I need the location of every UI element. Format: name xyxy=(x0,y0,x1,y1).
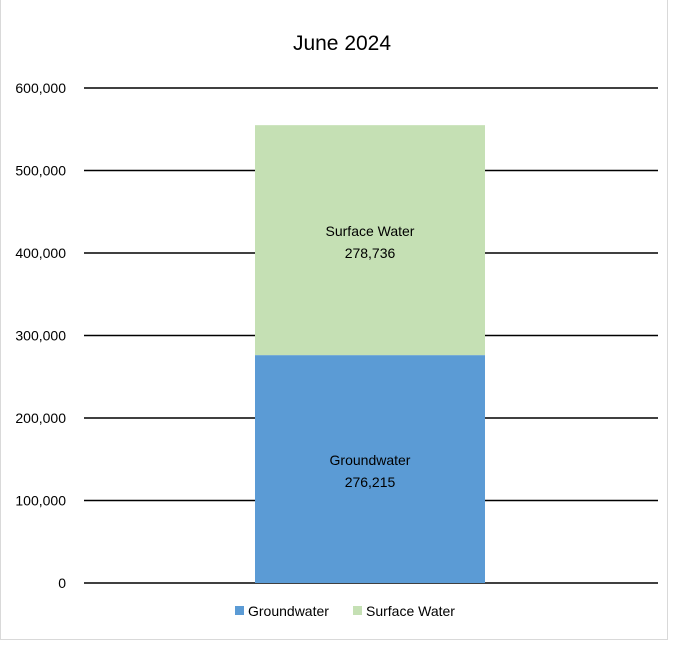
chart-title: June 2024 xyxy=(293,32,391,55)
y-tick-label: 300,000 xyxy=(15,328,66,344)
legend-swatch xyxy=(235,606,244,615)
y-tick-label: 500,000 xyxy=(15,163,66,179)
legend: Groundwater Surface Water xyxy=(235,603,455,619)
y-tick-label: 100,000 xyxy=(15,493,66,509)
segment-value-label: 278,736 xyxy=(345,245,396,261)
bar-segment-surface-water xyxy=(255,125,485,356)
segment-value-label: 276,215 xyxy=(345,474,396,490)
y-tick-label: 0 xyxy=(58,575,66,591)
segment-series-label: Groundwater xyxy=(330,452,411,468)
segment-labels: Groundwater 276,215 Surface Water 278,736 xyxy=(326,223,415,490)
legend-label: Surface Water xyxy=(366,603,455,619)
y-tick-labels: 0 100,000 200,000 300,000 400,000 500,000 600,… xyxy=(15,80,66,591)
bar-segment-groundwater xyxy=(255,355,485,583)
y-tick-label: 400,000 xyxy=(15,245,66,261)
stacked-bar xyxy=(255,125,485,583)
legend-label: Groundwater xyxy=(248,603,329,619)
legend-swatch xyxy=(353,606,362,615)
segment-series-label: Surface Water xyxy=(326,223,415,239)
y-tick-label: 200,000 xyxy=(15,410,66,426)
y-tick-label: 600,000 xyxy=(15,80,66,96)
